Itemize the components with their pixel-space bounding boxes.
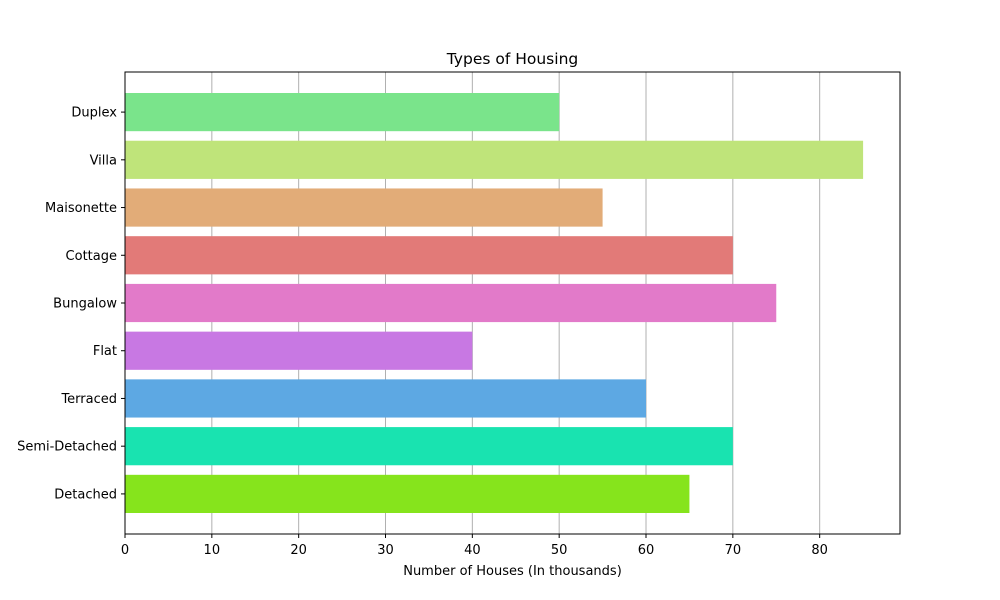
x-tick-label: 60 [638, 543, 655, 558]
x-tick-label: 50 [551, 543, 568, 558]
x-tick-label: 0 [121, 543, 129, 558]
bar-cottage [125, 236, 733, 275]
y-tick-label: Detached [54, 487, 117, 502]
x-tick-label: 20 [290, 543, 307, 558]
x-tick-label: 40 [464, 543, 481, 558]
y-tick-label: Semi-Detached [17, 440, 117, 455]
y-tick-label: Bungalow [53, 297, 117, 312]
bars [125, 93, 864, 513]
x-tick-label: 70 [725, 543, 742, 558]
x-axis-label: Number of Houses (In thousands) [403, 564, 622, 579]
bar-terraced [125, 379, 647, 418]
bar-bungalow [125, 283, 777, 323]
x-tick-label: 30 [377, 543, 394, 558]
bar-duplex [125, 93, 560, 132]
y-tick-label: Duplex [71, 106, 117, 121]
bar-detached [125, 474, 690, 513]
x-axis-ticks: 0 10 20 30 40 50 60 70 80 [121, 534, 828, 558]
x-tick-label: 80 [811, 543, 828, 558]
bar-semi-detached [125, 427, 733, 466]
bar-flat [125, 331, 473, 370]
x-tick-label: 10 [204, 543, 221, 558]
bar-villa [125, 140, 864, 179]
y-tick-label: Terraced [60, 392, 117, 407]
chart-title: Types of Housing [446, 50, 578, 68]
y-tick-label: Villa [90, 153, 117, 168]
y-tick-label: Flat [93, 344, 117, 359]
y-axis-ticks: Detached Semi-Detached Terraced Flat Bungalo… [17, 106, 125, 502]
bar-maisonette [125, 188, 603, 227]
y-tick-label: Cottage [66, 249, 117, 264]
y-tick-label: Maisonette [45, 201, 117, 216]
